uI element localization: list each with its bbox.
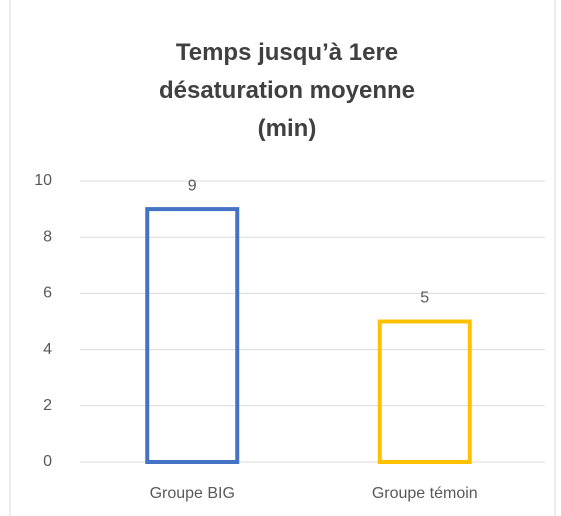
y-tick-label: 10 — [34, 172, 52, 189]
y-tick-label: 8 — [43, 228, 52, 245]
data-label: 9 — [188, 177, 197, 194]
y-tick-label: 2 — [43, 397, 52, 414]
bar — [145, 207, 240, 464]
y-tick-label: 0 — [43, 453, 52, 470]
x-tick-label: Groupe témoin — [372, 485, 478, 502]
x-tick-label: Groupe BIG — [150, 485, 235, 502]
y-tick-label: 6 — [43, 285, 52, 302]
chart-border — [9, 0, 556, 516]
bar — [377, 319, 472, 464]
chart-title: Temps jusqu’à 1ere désaturation moyenne … — [158, 39, 416, 142]
data-label: 5 — [420, 290, 429, 307]
y-tick-label: 4 — [43, 341, 52, 358]
